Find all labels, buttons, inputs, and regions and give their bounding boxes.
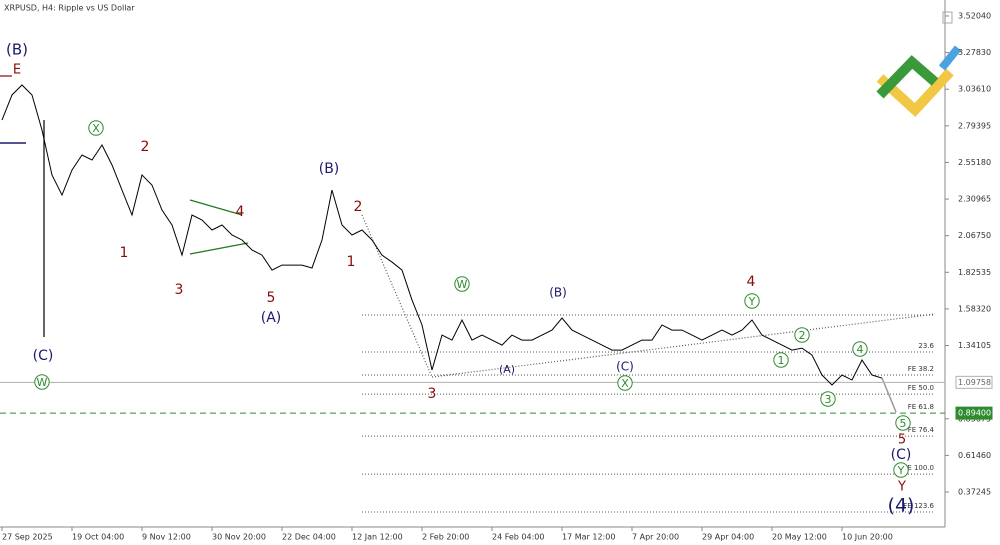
price-box-label: 1.09758 xyxy=(958,378,991,387)
wave-label: (B) xyxy=(6,41,28,59)
wave-circle xyxy=(617,375,633,391)
y-tick-label: 3.27830 xyxy=(958,48,991,57)
x-tick-label: 2 Feb 20:00 xyxy=(422,533,469,542)
wave-circle xyxy=(794,327,810,343)
wave-label: 4 xyxy=(236,204,245,220)
wave-label: 2 xyxy=(799,329,806,342)
wave-label: W xyxy=(457,278,468,291)
wave-label: 3 xyxy=(175,282,184,298)
fib-level-label: 23.6 xyxy=(918,342,934,350)
wave-circle xyxy=(820,391,836,407)
wave-circle xyxy=(88,120,104,136)
wave-label: (A) xyxy=(499,363,515,376)
toolbar-box[interactable] xyxy=(942,11,953,24)
wave-label: 1 xyxy=(347,254,356,270)
wave-label: E xyxy=(13,63,21,78)
fib-level-label: FE 61.8 xyxy=(908,403,934,411)
wave-circle xyxy=(852,341,868,357)
wave-label: 2 xyxy=(354,199,363,215)
wave-label: (B) xyxy=(549,286,567,300)
wave-label: 4 xyxy=(747,274,756,290)
wave-label: 5 xyxy=(898,433,906,448)
fib-level-label: FE 100.0 xyxy=(903,464,934,472)
wave-label: 4 xyxy=(857,343,864,356)
fib-level-label: FE 123.6 xyxy=(903,502,934,510)
y-tick-label: 2.55180 xyxy=(958,158,991,167)
x-tick-label: 20 May 12:00 xyxy=(772,533,827,542)
wave-circle xyxy=(773,352,789,368)
wave-label: Y xyxy=(748,295,756,308)
y-tick-label: 0.37245 xyxy=(958,488,991,497)
wave-circle xyxy=(454,276,470,292)
triangle-lower xyxy=(189,242,249,255)
x-tick-label: 17 Mar 12:00 xyxy=(562,533,615,542)
wave-label: W xyxy=(37,376,48,389)
y-tick-label: 1.34105 xyxy=(958,341,991,350)
y-tick-label: 1.82535 xyxy=(958,268,991,277)
chart-title: XRPUSD, H4: Ripple vs US Dollar xyxy=(4,4,135,13)
price-box xyxy=(955,375,993,389)
y-tick-label: 0.61460 xyxy=(958,451,991,460)
wave-label: (C) xyxy=(891,447,912,463)
wave-label: (B) xyxy=(319,161,340,177)
wave-label: (C) xyxy=(616,360,634,374)
fib-level-label: FE 50.0 xyxy=(908,384,934,392)
trend-line xyxy=(431,313,936,378)
x-tick-label: 7 Apr 20:00 xyxy=(632,533,679,542)
trend-lines xyxy=(0,75,936,413)
wave-label: 5 xyxy=(267,290,276,306)
wave-label: (4) xyxy=(888,495,915,517)
x-tick-label: 30 Nov 20:00 xyxy=(212,533,266,542)
wave-label: (A) xyxy=(261,310,282,326)
wave-label: X xyxy=(621,377,629,390)
fib-level-label: FE 76.4 xyxy=(908,426,935,434)
x-tick-label: 29 Apr 04:00 xyxy=(702,533,754,542)
x-tick-label: 27 Sep 2025 xyxy=(2,533,53,542)
x-tick-label: 9 Nov 12:00 xyxy=(142,533,191,542)
wave-circle xyxy=(34,374,50,390)
wave-label: Y xyxy=(897,464,905,477)
y-tick-label: 3.52040 xyxy=(958,11,991,20)
wave-label: 1 xyxy=(120,245,129,261)
wave-label: 2 xyxy=(141,139,150,155)
price-line-series xyxy=(1,84,883,386)
wave-label: X xyxy=(92,122,100,135)
triangle-upper xyxy=(189,199,243,216)
wave-label: 3 xyxy=(428,386,437,402)
wave-label: Y xyxy=(897,480,906,495)
price-box-label: 0.89400 xyxy=(958,409,991,418)
logo xyxy=(876,45,962,118)
wave-label: 3 xyxy=(825,393,832,406)
price-box xyxy=(955,406,993,420)
wave-label: (C) xyxy=(33,348,54,364)
y-tick-label: 2.79395 xyxy=(958,121,991,130)
y-tick-label: 2.06750 xyxy=(958,231,991,240)
y-tick-label: 1.58320 xyxy=(958,304,991,313)
fib-level-label: FE 38.2 xyxy=(908,365,934,373)
wave-label: 1 xyxy=(778,354,785,367)
y-tick-label: 3.03610 xyxy=(958,85,991,94)
wave-circle xyxy=(895,415,911,431)
x-tick-label: 22 Dec 04:00 xyxy=(282,533,336,542)
y-tick-label: 2.30965 xyxy=(958,195,991,204)
x-tick-label: 10 Jun 20:00 xyxy=(842,533,893,542)
trend-line xyxy=(361,214,433,378)
wave-circle xyxy=(744,293,760,309)
wave-circle xyxy=(893,462,909,478)
x-tick-label: 24 Feb 04:00 xyxy=(492,533,544,542)
x-tick-label: 19 Oct 04:00 xyxy=(72,533,124,542)
current-bar xyxy=(881,377,897,413)
x-tick-label: 12 Jan 12:00 xyxy=(352,533,403,542)
wave-label: 5 xyxy=(900,417,907,430)
